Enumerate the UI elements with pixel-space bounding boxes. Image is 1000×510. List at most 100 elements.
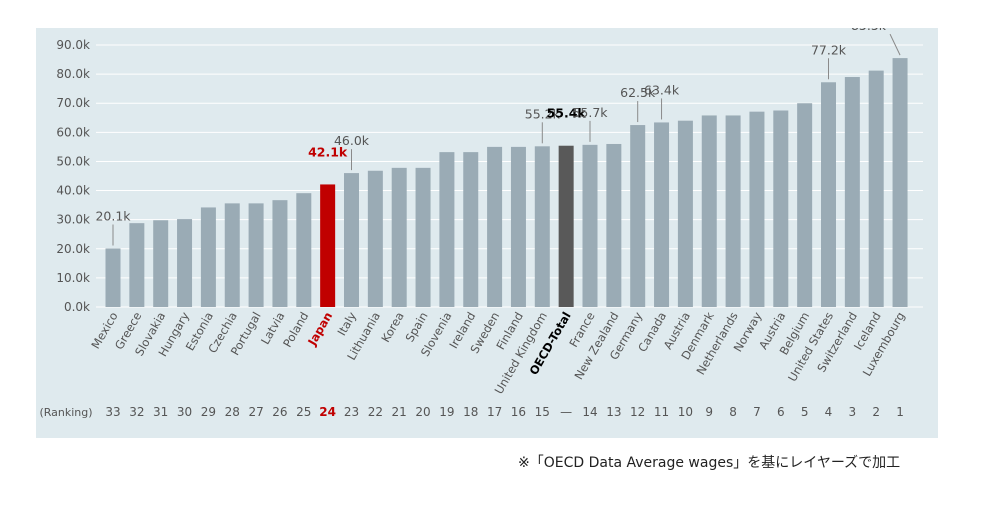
- ranking-value: 28: [225, 405, 240, 419]
- bar-slovenia: [439, 152, 455, 307]
- x-tick-label: Korea: [378, 310, 406, 345]
- bar-belgium: [797, 103, 813, 307]
- ranking-value: 17: [487, 405, 502, 419]
- bar-finland: [510, 146, 526, 307]
- ranking-value: 10: [678, 405, 693, 419]
- bar-slovakia: [153, 220, 169, 307]
- chart-panel: 0.0k 10.0k 20.0k 30.0k 40.0k 50.0k 60.0k 70.0k 8…: [36, 28, 938, 438]
- ranking-value: 30: [177, 405, 192, 419]
- data-label: 77.2k: [811, 42, 847, 57]
- x-tick-label: Italy: [334, 309, 359, 338]
- ranking-value: 23: [344, 405, 359, 419]
- ranking-value: 27: [248, 405, 263, 419]
- bar-oecd-total: [558, 145, 574, 307]
- y-tick-label: 70.0k: [56, 96, 90, 110]
- ranking-value: 2: [872, 405, 880, 419]
- bar-korea: [391, 167, 407, 307]
- data-label: 62.5k: [620, 85, 656, 100]
- bar-new-zealand: [606, 143, 622, 307]
- x-axis-labels: MexicoGreeceSlovakiaHungaryEstoniaCzechi…: [88, 309, 907, 396]
- bar-iceland: [868, 70, 884, 307]
- bar-netherlands: [725, 115, 741, 308]
- ranking-value: 22: [368, 405, 383, 419]
- y-tick-label: 10.0k: [56, 271, 90, 285]
- ranking-value: 32: [129, 405, 144, 419]
- data-label: 55.2k: [525, 106, 561, 121]
- ranking-value: 19: [439, 405, 454, 419]
- data-label: 55.4k: [547, 106, 587, 121]
- ranking-value: 14: [582, 405, 597, 419]
- bar-mexico: [105, 248, 121, 307]
- ranking-value: 31: [153, 405, 168, 419]
- bar-chart: 0.0k 10.0k 20.0k 30.0k 40.0k 50.0k 60.0k 70.0k 8…: [39, 28, 923, 419]
- data-label: 63.4k: [644, 82, 680, 97]
- bar-poland: [296, 193, 312, 307]
- ranking-value: 33: [105, 405, 120, 419]
- ranking-value: 24: [319, 405, 336, 419]
- ranking-value: 21: [392, 405, 407, 419]
- bar-sweden: [487, 146, 503, 307]
- bar-canada: [654, 122, 670, 308]
- bar-austria: [677, 120, 693, 307]
- data-label: 85.5k: [851, 28, 887, 33]
- ranking-value: 9: [705, 405, 713, 419]
- ranking-value: 15: [535, 405, 550, 419]
- bar-estonia: [200, 207, 216, 307]
- bar-united-kingdom: [534, 146, 550, 307]
- bar-denmark: [701, 115, 717, 308]
- ranking-value: 6: [777, 405, 785, 419]
- y-tick-label: 30.0k: [56, 213, 90, 227]
- ranking-value: 8: [729, 405, 737, 419]
- bar-luxembourg: [892, 58, 908, 307]
- bar-norway: [749, 111, 765, 307]
- ranking-value: 13: [606, 405, 621, 419]
- ranking-value: 20: [415, 405, 430, 419]
- bar-czechia: [224, 203, 240, 307]
- data-label: 20.1k: [95, 208, 131, 223]
- ranking-value: 7: [753, 405, 761, 419]
- data-label: 55.7k: [572, 105, 608, 120]
- ranking-value: 1: [896, 405, 904, 419]
- bar-lithuania: [367, 170, 383, 307]
- source-note: ※「OECD Data Average wages」を基にレイヤーズで加工: [518, 455, 901, 471]
- y-tick-label: 20.0k: [56, 242, 90, 256]
- bar-spain: [415, 167, 431, 307]
- annotation-leader: [889, 33, 901, 56]
- y-tick-label: 60.0k: [56, 125, 90, 139]
- bars: [105, 58, 908, 308]
- ranking-value: —: [560, 405, 572, 419]
- ranking-value: 18: [463, 405, 478, 419]
- y-tick-label: 0.0k: [64, 300, 90, 314]
- ranking-value: 4: [825, 405, 833, 419]
- bar-japan: [320, 184, 336, 307]
- bar-hungary: [177, 219, 193, 307]
- ranking-value: 29: [201, 405, 216, 419]
- bar-portugal: [248, 203, 264, 307]
- ranking-label: (Ranking): [39, 406, 92, 419]
- bar-austria: [773, 110, 789, 307]
- y-tick-label: 80.0k: [56, 67, 90, 81]
- ranking-value: 5: [801, 405, 809, 419]
- ranking-value: 12: [630, 405, 645, 419]
- bar-united-states: [821, 82, 836, 307]
- ranking-value: 3: [849, 405, 857, 419]
- ranking-value: 26: [272, 405, 287, 419]
- y-axis-ticks: 0.0k 10.0k 20.0k 30.0k 40.0k 50.0k 60.0k 70.0k 8…: [56, 38, 90, 314]
- bar-switzerland: [844, 77, 860, 307]
- bar-france: [582, 144, 598, 307]
- ranking-value: 16: [511, 405, 526, 419]
- bar-latvia: [272, 200, 288, 307]
- y-tick-label: 40.0k: [56, 184, 90, 198]
- ranking-row: (Ranking) 33 32 31 30 29 28 27 26 25 24 23 22 21 20 19 1…: [39, 405, 903, 419]
- bar-greece: [129, 223, 145, 307]
- data-label: 42.1k: [308, 144, 348, 159]
- bar-ireland: [463, 152, 479, 307]
- bar-italy: [344, 173, 359, 307]
- y-tick-label: 90.0k: [56, 38, 90, 52]
- ranking-value: 11: [654, 405, 669, 419]
- bar-germany: [630, 125, 646, 307]
- ranking-value: 25: [296, 405, 311, 419]
- data-label: 46.0k: [334, 133, 370, 148]
- y-tick-label: 50.0k: [56, 154, 90, 168]
